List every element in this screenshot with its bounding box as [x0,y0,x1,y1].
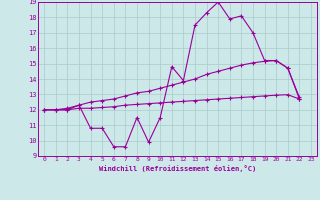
X-axis label: Windchill (Refroidissement éolien,°C): Windchill (Refroidissement éolien,°C) [99,165,256,172]
